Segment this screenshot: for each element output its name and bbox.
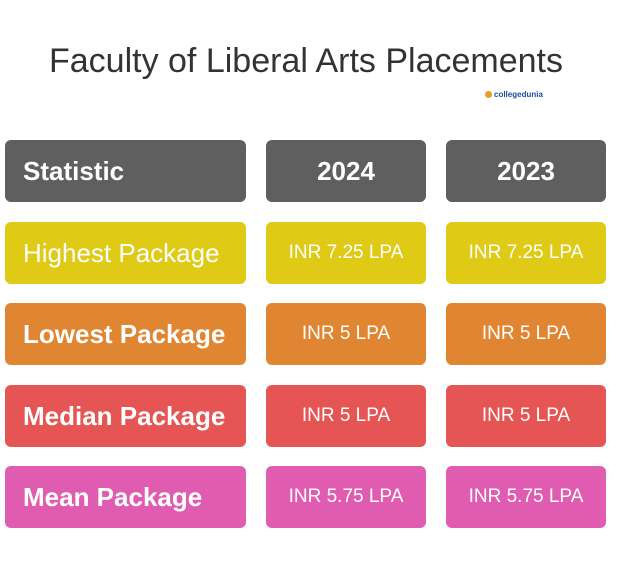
table-cell: INR 5.75 LPA (266, 466, 426, 528)
column-header: 2024 (266, 140, 426, 202)
table-cell: INR 5.75 LPA (446, 466, 606, 528)
row-label: Highest Package (5, 222, 246, 284)
table-cell: INR 7.25 LPA (446, 222, 606, 284)
row-label: Median Package (5, 385, 246, 447)
column-header: Statistic (5, 140, 246, 202)
watermark: collegedunia (485, 90, 543, 99)
watermark-text: collegedunia (494, 90, 543, 99)
table-cell: INR 5 LPA (446, 385, 606, 447)
row-label: Lowest Package (5, 303, 246, 365)
table-cell: INR 7.25 LPA (266, 222, 426, 284)
table-cell: INR 5 LPA (266, 385, 426, 447)
row-label: Mean Package (5, 466, 246, 528)
logo-icon (485, 91, 492, 98)
table-cell: INR 5 LPA (266, 303, 426, 365)
table-cell: INR 5 LPA (446, 303, 606, 365)
column-header: 2023 (446, 140, 606, 202)
title: Faculty of Liberal Arts Placements (48, 42, 563, 80)
